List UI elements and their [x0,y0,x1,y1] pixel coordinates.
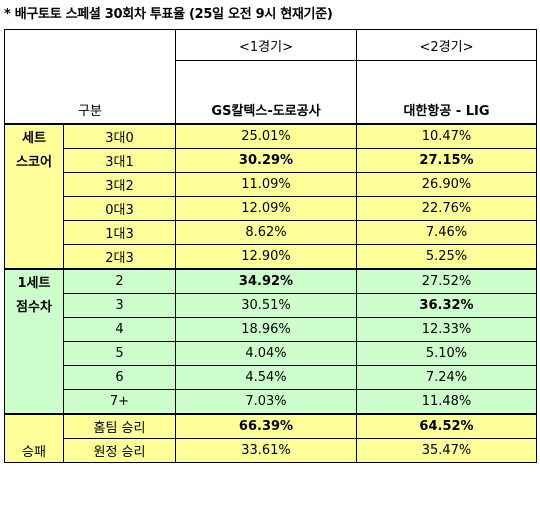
table-row: 1세트 2 34.92% 27.52% [4,268,537,294]
section-label-point-diff [4,389,64,415]
game1-rate-cell: 4.54% [175,365,357,390]
game1-rate-cell: 34.92% [175,268,357,294]
game2-rate-cell: 12.33% [356,317,537,342]
game2-rate-cell: 11.48% [356,389,537,415]
table-row: 점수차 3 30.51% 36.32% [4,293,537,318]
option-cell: 7+ [63,389,176,415]
table-row: 5 4.04% 5.10% [4,341,537,366]
table-body: 세트 3대0 25.01% 10.47% 스코어 3대1 30.29% 27.15% 3대2 11… [4,123,537,463]
section-label-set-score [4,220,64,245]
game1-rate-cell: 7.03% [175,389,357,415]
table-row: 3대2 11.09% 26.90% [4,172,537,197]
game1-rate-cell: 4.04% [175,341,357,366]
section-label-set-score [4,172,64,197]
section-label-point-diff: 점수차 [4,293,64,318]
table-row: 6 4.54% 7.24% [4,365,537,390]
header-team1: GS칼텍스-도로공사 [175,60,357,125]
page-title: * 배구토토 스페셜 30회차 투표율 (25일 오전 9시 현재기준) [4,7,333,22]
table-row: 2대3 12.90% 5.25% [4,244,537,270]
game1-rate-cell: 11.09% [175,172,357,197]
option-cell: 원정 승리 [63,438,176,463]
game2-rate-cell: 7.46% [356,220,537,245]
game2-rate-cell: 22.76% [356,196,537,221]
section-label-point-diff [4,317,64,342]
header-row-teams: 구분 GS칼텍스-도로공사 대한항공 - LIG [4,60,537,125]
table-row: 스코어 3대1 30.29% 27.15% [4,148,537,173]
option-cell: 3 [63,293,176,318]
option-cell: 0대3 [63,196,176,221]
table-row: 승패 원정 승리 33.61% 35.47% [4,438,537,463]
game2-rate-cell: 27.15% [356,148,537,173]
table-row: 세트 3대0 25.01% 10.47% [4,123,537,149]
header-category: 구분 [4,60,176,125]
game2-rate-cell: 26.90% [356,172,537,197]
game1-rate-cell: 33.61% [175,438,357,463]
game2-rate-cell: 5.10% [356,341,537,366]
option-cell: 4 [63,317,176,342]
header-team2: 대한항공 - LIG [356,60,537,125]
game2-rate-cell: 35.47% [356,438,537,463]
option-cell: 3대0 [63,123,176,149]
option-cell: 3대2 [63,172,176,197]
table-row: 0대3 12.09% 22.76% [4,196,537,221]
game1-rate-cell: 12.09% [175,196,357,221]
header-row-games: <1경기> <2경기> [4,29,537,61]
section-label-point-diff: 1세트 [4,268,64,294]
header-game1: <1경기> [175,29,357,61]
game2-rate-cell: 10.47% [356,123,537,149]
game2-rate-cell: 27.52% [356,268,537,294]
game1-rate-cell: 30.51% [175,293,357,318]
game1-rate-cell: 30.29% [175,148,357,173]
table-row: 홈팀 승리 66.39% 64.52% [4,413,537,439]
section-label-set-score: 스코어 [4,148,64,173]
game2-rate-cell: 36.32% [356,293,537,318]
table-row: 7+ 7.03% 11.48% [4,389,537,415]
game1-rate-cell: 18.96% [175,317,357,342]
option-cell: 6 [63,365,176,390]
option-cell: 5 [63,341,176,366]
section-label-win-loss [4,413,64,439]
game2-rate-cell: 64.52% [356,413,537,439]
vote-rate-table: <1경기> <2경기> 구분 GS칼텍스-도로공사 대한항공 - LIG 세트 3… [4,29,537,463]
option-cell: 2대3 [63,244,176,270]
option-cell: 홈팀 승리 [63,413,176,439]
game1-rate-cell: 66.39% [175,413,357,439]
option-cell: 3대1 [63,148,176,173]
game2-rate-cell: 5.25% [356,244,537,270]
header-corner-top [4,29,176,61]
table-row: 4 18.96% 12.33% [4,317,537,342]
section-label-set-score [4,196,64,221]
section-label-point-diff [4,341,64,366]
section-label-set-score: 세트 [4,123,64,149]
option-cell: 2 [63,268,176,294]
section-label-point-diff [4,365,64,390]
table-row: 1대3 8.62% 7.46% [4,220,537,245]
game2-rate-cell: 7.24% [356,365,537,390]
section-label-set-score [4,244,64,270]
game1-rate-cell: 12.90% [175,244,357,270]
option-cell: 1대3 [63,220,176,245]
header-game2: <2경기> [356,29,537,61]
section-label-win-loss: 승패 [4,438,64,463]
game1-rate-cell: 8.62% [175,220,357,245]
game1-rate-cell: 25.01% [175,123,357,149]
